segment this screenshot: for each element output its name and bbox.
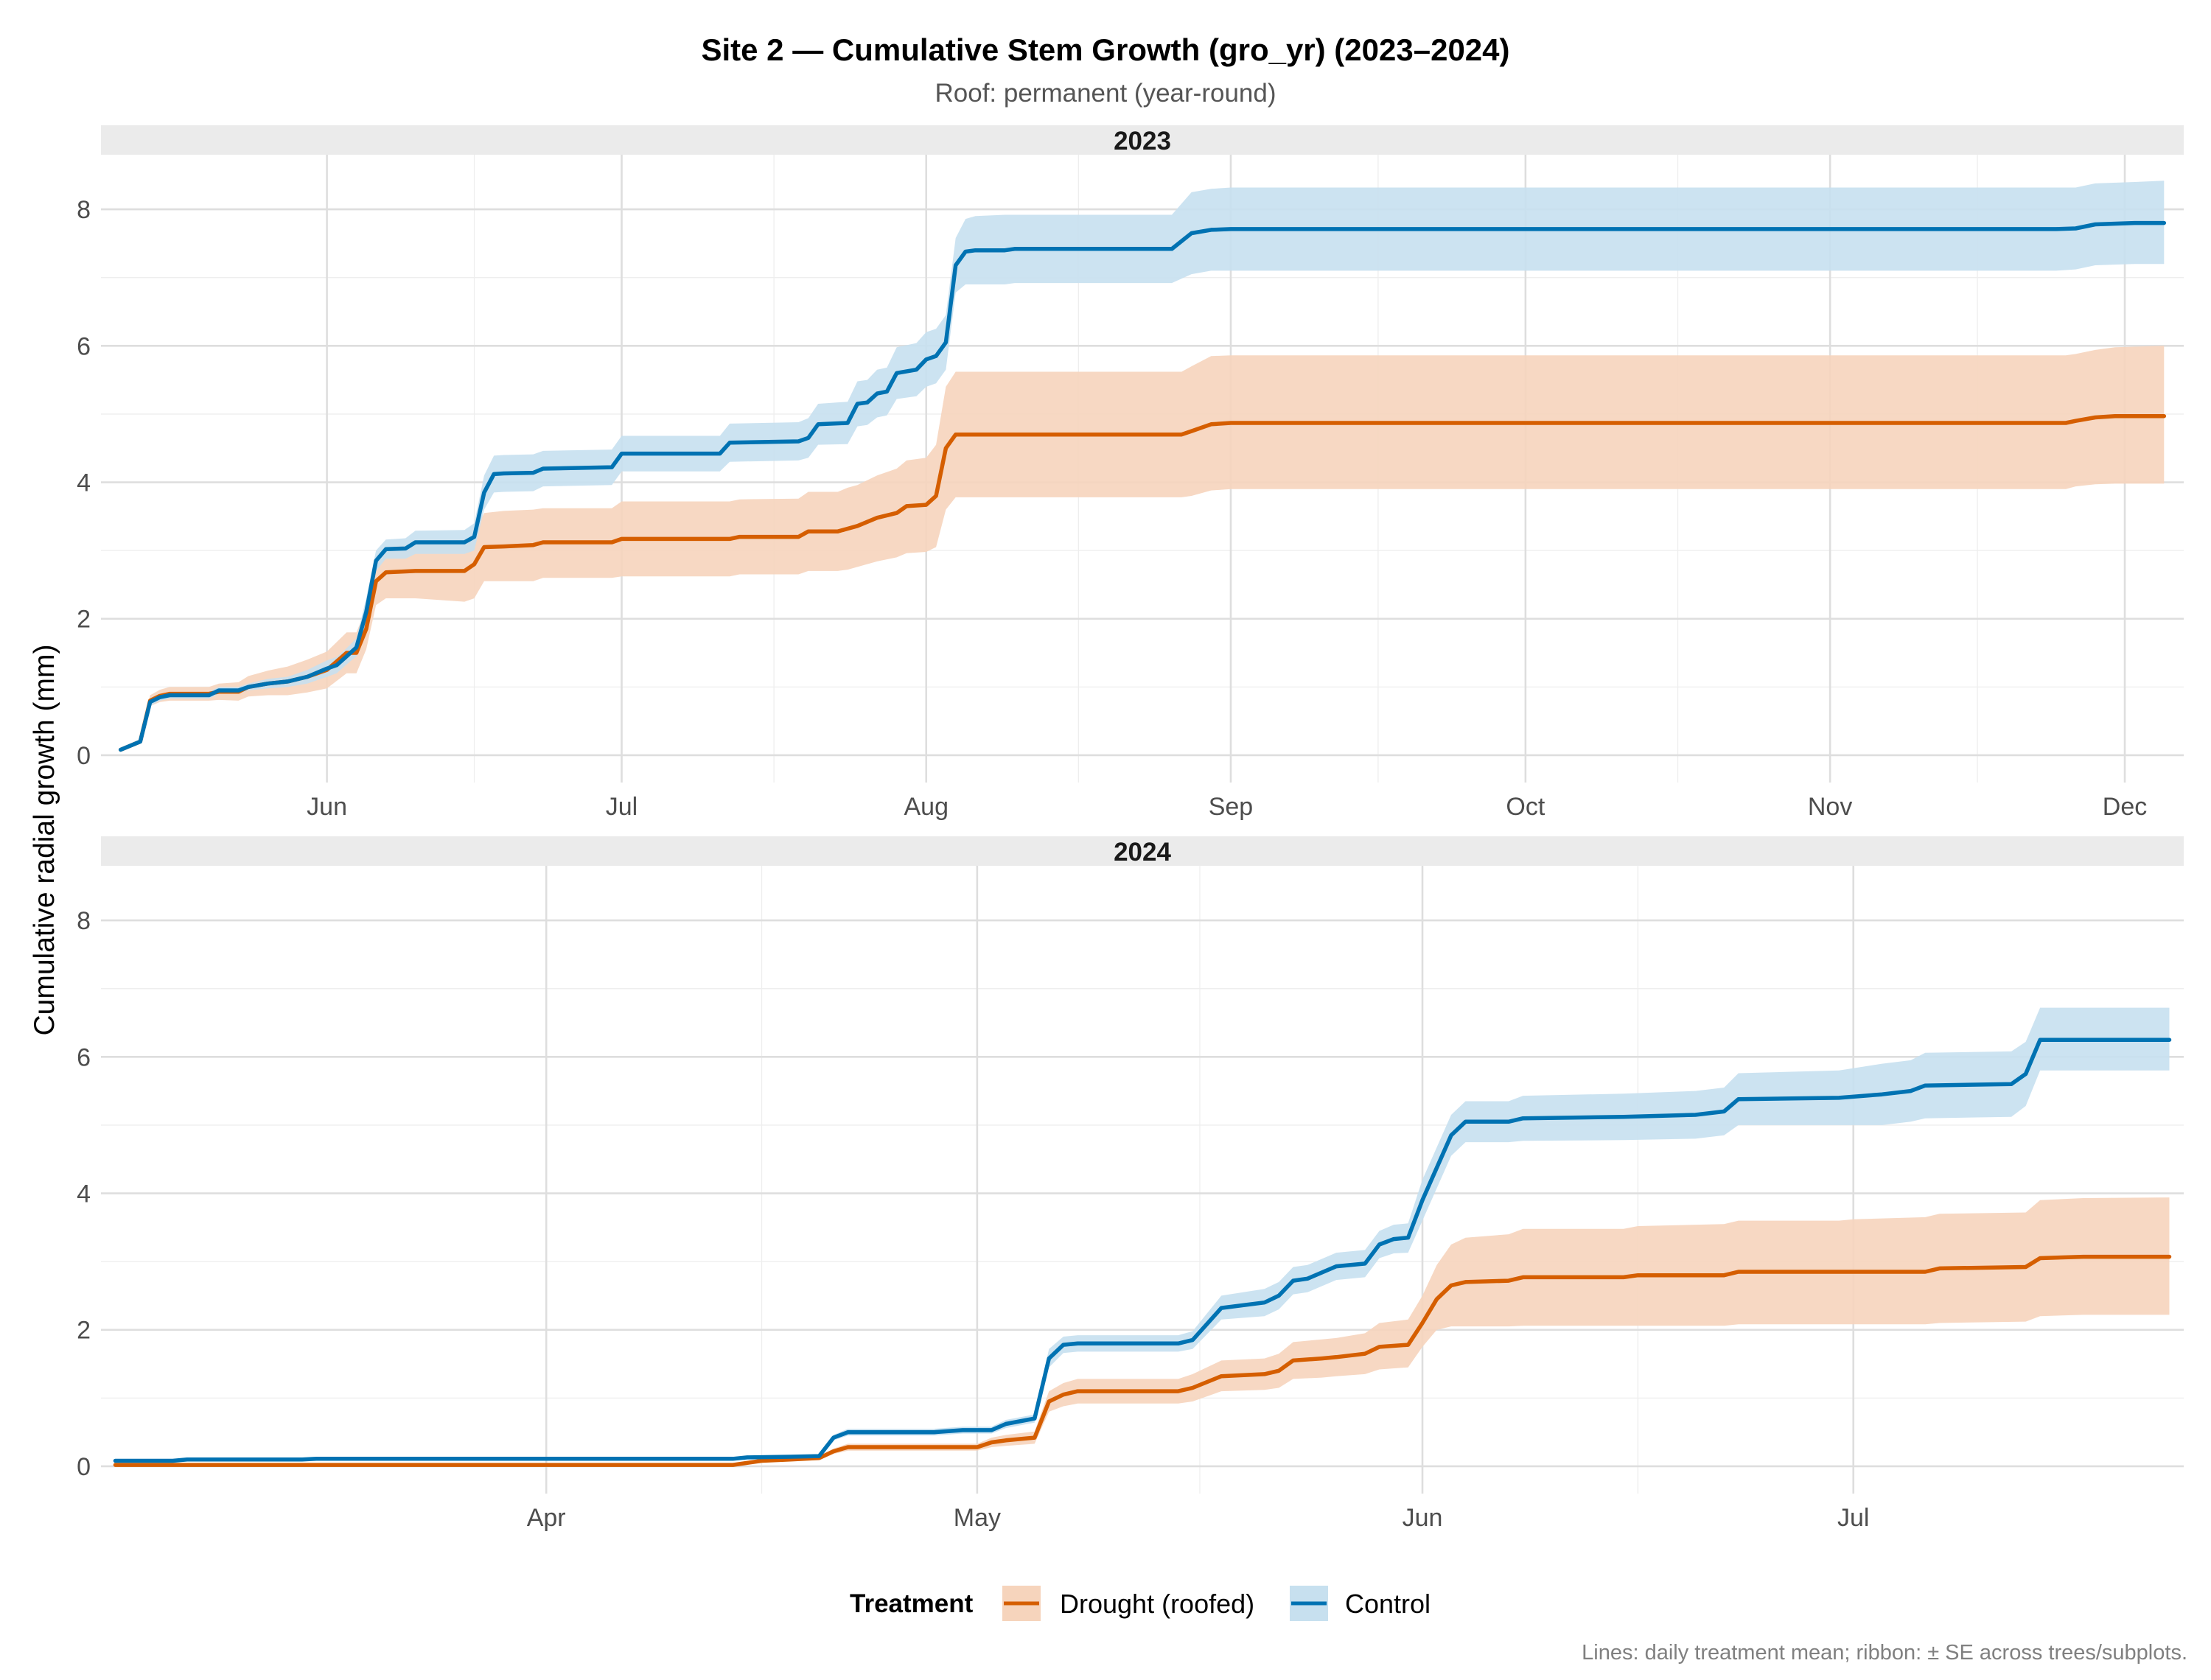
legend: Treatment Drought (roofed) Control	[850, 1586, 1431, 1621]
legend-label-drought: Drought (roofed)	[1060, 1589, 1254, 1619]
y-tick-label: 4	[77, 469, 91, 497]
panel-lines	[113, 1037, 2172, 1467]
x-tick-label: Nov	[1808, 793, 1852, 821]
x-tick-label: Jun	[307, 793, 347, 821]
x-tick-label: Jun	[1403, 1504, 1443, 1532]
chart-subtitle: Roof: permanent (year-round)	[935, 79, 1276, 108]
panel-ribbons	[115, 1007, 2170, 1466]
panel-ribbons	[120, 181, 2165, 750]
y-axis-title: Cumulative radial growth (mm)	[29, 645, 60, 1036]
y-tick-label: 4	[77, 1180, 91, 1208]
ribbon-drought-roofed	[120, 346, 2165, 750]
y-tick-label: 6	[77, 1043, 91, 1071]
y-tick-label: 2	[77, 606, 91, 634]
panel-axis-labels: 0 2 4 6 8 Jun Jul Aug Sep Oct Nov Dec	[77, 196, 2147, 821]
x-tick-label: Oct	[1506, 793, 1545, 821]
y-tick-label: 8	[77, 907, 91, 935]
y-tick-label: 0	[77, 742, 91, 770]
chart-title: Site 2 — Cumulative Stem Growth (gro_yr)…	[701, 32, 1509, 67]
y-tick-label: 2	[77, 1317, 91, 1345]
panel-strip-label: 2024	[1114, 838, 1171, 867]
legend-item-control: Control	[1290, 1586, 1431, 1621]
ribbon-drought-roofed	[115, 1197, 2170, 1466]
x-tick-label: Apr	[527, 1504, 566, 1532]
ribbon-control	[115, 1007, 2170, 1461]
panel-strip-label: 2023	[1114, 127, 1171, 155]
panel-gridlines	[101, 866, 2184, 1494]
panel-2023: 2023 0 2 4 6 8 Jun Jul Aug Sep Oct Nov Dec	[77, 125, 2184, 821]
panel-strip	[101, 125, 2184, 155]
y-tick-label: 0	[77, 1453, 91, 1481]
legend-item-drought: Drought (roofed)	[1002, 1586, 1254, 1621]
legend-label-control: Control	[1345, 1589, 1431, 1619]
legend-title: Treatment	[850, 1589, 974, 1618]
x-tick-label: Aug	[904, 793, 949, 821]
x-tick-label: Sep	[1209, 793, 1254, 821]
chart-caption: Lines: daily treatment mean; ribbon: ± S…	[1582, 1641, 2187, 1665]
ribbon-control	[120, 181, 2165, 750]
series-line-control	[113, 1037, 2172, 1463]
x-tick-label: Jul	[1837, 1504, 1869, 1532]
x-tick-label: May	[954, 1504, 1001, 1532]
series-line-drought-roofed	[113, 1254, 2172, 1467]
panel-strip	[101, 836, 2184, 866]
x-tick-label: Dec	[2103, 793, 2147, 821]
panel-2024: 2024 0 2 4 6 8 Apr May Jun Jul	[77, 836, 2184, 1532]
panel-lines	[118, 220, 2167, 752]
x-tick-label: Jul	[606, 793, 638, 821]
panel-axis-labels: 0 2 4 6 8 Apr May Jun Jul	[77, 907, 1869, 1532]
y-tick-label: 8	[77, 196, 91, 224]
y-tick-label: 6	[77, 332, 91, 360]
series-line-control	[118, 220, 2167, 752]
